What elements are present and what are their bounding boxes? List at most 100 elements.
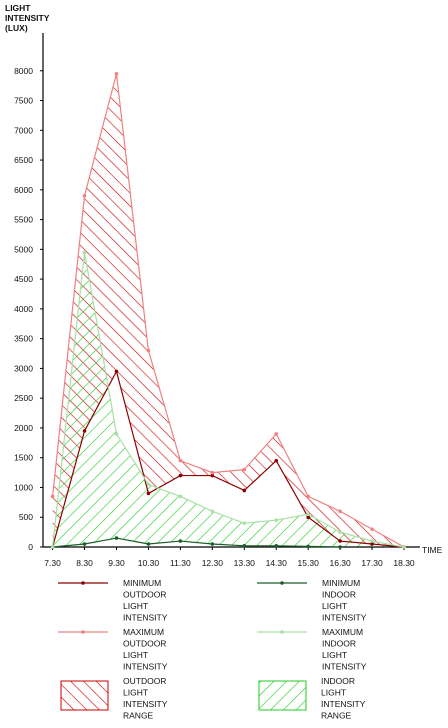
max_outdoor-point: [210, 470, 215, 475]
y-tick-label: 3000: [14, 363, 33, 373]
x-tick-label: 7.30: [44, 558, 61, 568]
max_indoor-point: [242, 521, 247, 525]
min_outdoor-legend-label: OUTDOOR: [123, 590, 166, 600]
max_indoor-point: [114, 432, 119, 436]
max_indoor-legend-label: MAXIMUM: [322, 627, 363, 637]
max_indoor-line: [51, 252, 405, 548]
max_indoor-point: [178, 494, 183, 499]
max_indoor-point: [274, 518, 279, 523]
indoor_range-legend-label: INTENSITY: [321, 699, 366, 709]
min_outdoor-point: [146, 491, 151, 496]
min_indoor-point: [338, 545, 342, 549]
max_outdoor-point: [338, 509, 342, 514]
max_outdoor-point: [146, 348, 151, 353]
min_indoor-point: [306, 544, 310, 549]
indoor_range-legend-label: RANGE: [321, 711, 352, 721]
min_indoor-legend-label: INDOOR: [322, 590, 356, 600]
min_outdoor-legend-label: INTENSITY: [123, 613, 168, 623]
y-tick-label: 4500: [14, 274, 33, 284]
y-tick-label: 1000: [14, 482, 33, 492]
max_outdoor-point: [370, 527, 374, 531]
max_outdoor-point: [114, 71, 119, 76]
min_outdoor-line: [52, 369, 405, 548]
max_outdoor-point: [82, 193, 87, 198]
series-lines: [50, 71, 406, 549]
max_outdoor-legend-label: LIGHT: [123, 650, 148, 660]
y-tick-label: 2000: [14, 423, 33, 433]
min_outdoor-legend-marker: [81, 581, 85, 585]
min_indoor-point: [242, 544, 247, 548]
y-axis-label: (LUX): [5, 23, 28, 33]
min_indoor-line: [52, 537, 341, 548]
min_outdoor-point: [274, 458, 279, 463]
indoor_range-legend-label: LIGHT: [321, 688, 346, 698]
min_indoor-legend-marker: [280, 581, 284, 585]
x-tick-label: 8.30: [76, 558, 93, 568]
max_indoor-legend-label: INDOOR: [322, 639, 356, 649]
min_outdoor-point: [82, 429, 87, 433]
min_indoor-point: [210, 542, 215, 546]
max_indoor-legend-label: INTENSITY: [322, 662, 367, 672]
min_outdoor-point: [370, 542, 374, 546]
indoor_range-legend-label: INDOOR: [321, 676, 355, 686]
indoor_range-legend-swatch: [258, 680, 307, 711]
max_outdoor-point: [306, 494, 310, 499]
min_indoor-point: [114, 536, 119, 540]
max_outdoor-legend-label: INTENSITY: [123, 662, 168, 672]
min_indoor-point: [146, 542, 151, 546]
x-axis-label: TIME: [422, 545, 443, 555]
y-tick-label: 3500: [14, 334, 33, 344]
y-tick-label: 500: [19, 512, 33, 522]
y-tick-label: 2500: [14, 393, 33, 403]
min_outdoor-point: [114, 369, 119, 374]
min_indoor-legend-label: MINIMUM: [322, 578, 360, 588]
x-tick-label: 17.30: [361, 558, 383, 568]
x-tick-label: 11.30: [170, 558, 191, 568]
max_indoor-point: [146, 482, 151, 487]
x-tick-label: 15.30: [298, 558, 320, 568]
max_indoor-point: [50, 545, 55, 549]
min_outdoor-legend-label: MINIMUM: [123, 578, 161, 588]
y-axis-label: INTENSITY: [5, 13, 50, 23]
max_outdoor-legend-marker: [81, 630, 85, 634]
y-tick-label: 7500: [14, 96, 33, 106]
x-tick-label: 18.30: [393, 558, 415, 568]
range-areas: [52, 73, 405, 547]
max_outdoor-point: [242, 467, 247, 472]
x-tick-label: 16.30: [329, 558, 351, 568]
min_indoor-legend-label: INTENSITY: [322, 613, 367, 623]
min_outdoor-point: [242, 488, 247, 493]
outdoor_range-legend-swatch: [60, 680, 109, 711]
y-tick-label: 6500: [14, 155, 33, 165]
min_indoor-point: [82, 542, 87, 546]
y-tick-label: 6000: [14, 185, 33, 195]
max_outdoor-point: [178, 458, 183, 463]
x-tick-label: 14.30: [266, 558, 288, 568]
max_outdoor-legend-label: OUTDOOR: [123, 639, 166, 649]
y-tick-label: 5500: [14, 215, 33, 225]
y-axis-label: LIGHT: [5, 3, 31, 13]
min_outdoor-point: [178, 473, 183, 478]
y-tick-label: 1500: [14, 453, 33, 463]
max_outdoor-line: [51, 73, 405, 548]
max_indoor-point: [370, 539, 374, 543]
y-tick-label: 5000: [14, 244, 33, 254]
min_outdoor-point: [306, 515, 310, 520]
max_indoor-point: [210, 509, 215, 514]
max_indoor-legend-marker: [280, 630, 284, 634]
legend: MINIMUMOUTDOORLIGHTINTENSITYMINIMUMINDOO…: [58, 578, 367, 721]
outdoor_range-legend-label: INTENSITY: [123, 699, 168, 709]
x-tick-label: 12.30: [202, 558, 224, 568]
min_outdoor-point: [338, 539, 342, 543]
y-tick-label: 0: [28, 542, 33, 552]
y-tick-label: 4000: [14, 304, 33, 314]
x-tick-label: 9.30: [108, 558, 125, 568]
max_indoor-point: [306, 512, 310, 517]
max_outdoor-point: [50, 494, 55, 499]
